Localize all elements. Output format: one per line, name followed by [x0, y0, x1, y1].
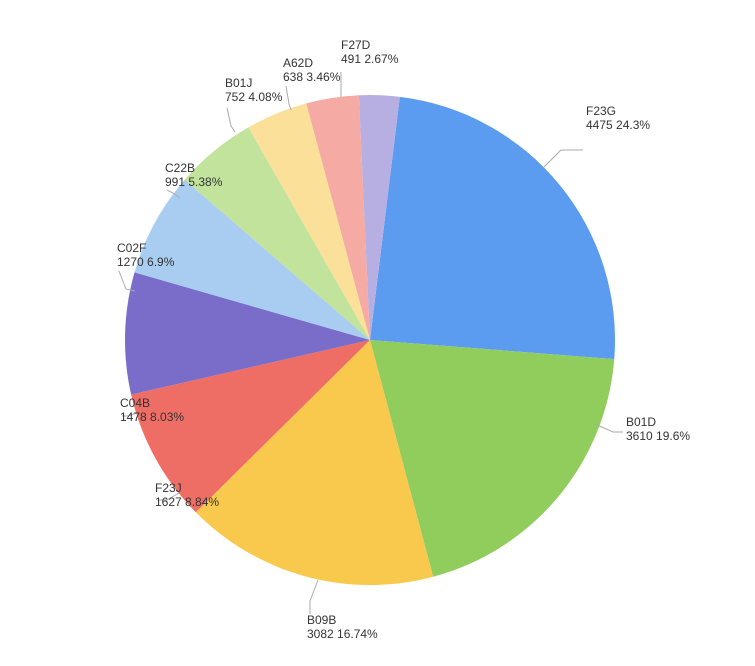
pie-chart: F23G4475 24.3%B01D3610 19.6%B09B3082 16.… [0, 0, 755, 666]
pie-slices [125, 95, 615, 585]
